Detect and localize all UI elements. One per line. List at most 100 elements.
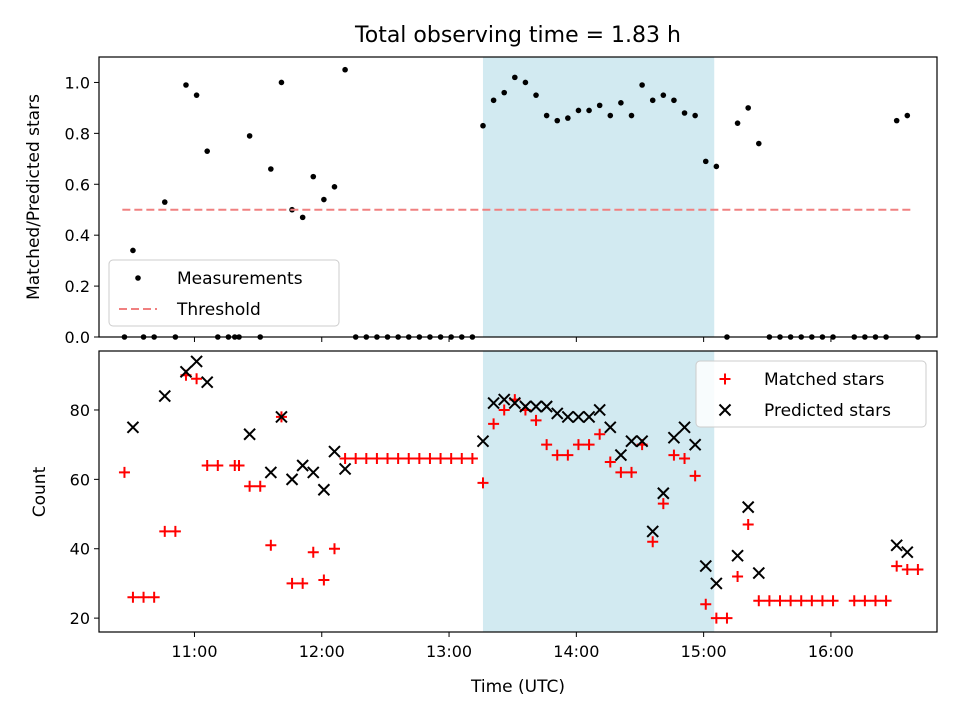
data-point [596,102,603,109]
data-point [118,466,130,478]
data-point [201,459,213,471]
y-tick-label: 20 [70,609,90,628]
data-point [193,92,200,98]
data-point [488,418,500,430]
data-point [179,365,193,379]
data-point [565,115,571,121]
data-point [522,79,529,86]
data-point [646,525,659,538]
data-point [519,400,532,413]
data-point [702,158,709,165]
data-point [679,453,691,465]
data-point [681,110,688,116]
data-point [649,97,656,104]
data-point [607,112,614,119]
data-point [158,389,171,403]
data-point [657,487,670,500]
data-point [278,79,285,86]
data-point [785,595,797,607]
data-point [880,595,892,607]
count-panel: 20 40 60 80 11:00 12:00 13:00 14:00 15:00 16:00 Ma… [70,350,938,661]
data-point [583,439,595,451]
data-point [204,148,210,154]
data-point [827,595,839,607]
data-point [350,453,362,465]
data-point [268,166,274,172]
top-y-axis-label: Matched/Predicted stars [24,94,44,300]
data-point [540,400,553,413]
data-point [586,107,592,114]
data-point [490,97,497,104]
axes-frame [98,350,938,633]
data-point [480,122,486,129]
data-point [286,577,298,589]
data-point [498,393,511,406]
data-point [487,396,500,410]
legend-label: Predicted stars [764,401,891,421]
data-point [635,434,649,448]
data-point [543,112,550,119]
data-point [169,525,181,537]
data-point [328,543,340,555]
data-point [360,453,372,465]
data-point [254,480,266,492]
data-point [912,564,924,576]
data-point [572,410,585,424]
data-point [307,546,319,558]
data-point [541,439,553,451]
x-tick-label: 14:00 [553,642,599,661]
data-point [561,410,575,424]
data-point [371,453,383,465]
data-point [901,546,914,559]
data-point [445,453,457,465]
data-point [848,595,860,607]
data-point [731,549,744,562]
data-point [593,403,606,417]
data-point [890,539,903,552]
data-point [246,133,253,139]
data-point [331,184,338,190]
data-point [554,117,561,124]
data-point [647,536,659,548]
legend-marker [135,275,141,281]
data-point [317,483,331,496]
y-tick-label: 0.6 [65,175,90,194]
data-point [200,376,214,389]
ratio-panel: 0.0 0.2 0.4 0.6 0.8 1.0 Measurements Threshold [65,56,938,347]
data-point [774,595,786,607]
data-point [508,396,522,410]
y-tick-label: 1.0 [65,73,90,92]
data-point [183,82,189,88]
data-point [382,453,394,465]
series-predicted-stars [126,355,914,590]
legend-box [695,360,927,428]
data-point [512,74,518,81]
legend: Matched stars Predicted stars [695,360,927,428]
data-point [299,214,306,221]
data-point [456,453,468,465]
data-point [297,577,309,589]
data-point [582,410,596,424]
legend-label: Measurements [177,269,303,289]
legend-marker [718,403,732,417]
data-point [763,595,775,607]
y-tick-label: 0.8 [65,124,90,143]
data-point [551,449,563,461]
data-point [413,453,425,465]
data-point [190,355,203,368]
data-point [562,449,574,461]
data-point [307,466,320,479]
data-point [604,456,616,468]
data-point [161,199,168,205]
data-point [742,518,754,530]
data-point [243,428,256,441]
data-point [904,112,911,119]
data-point [148,591,160,603]
data-point [130,247,136,254]
data-point [498,404,510,416]
legend-label: Threshold [176,300,261,320]
data-point [191,373,203,385]
data-point [625,434,638,448]
data-point [710,612,722,624]
data-point [893,117,900,124]
